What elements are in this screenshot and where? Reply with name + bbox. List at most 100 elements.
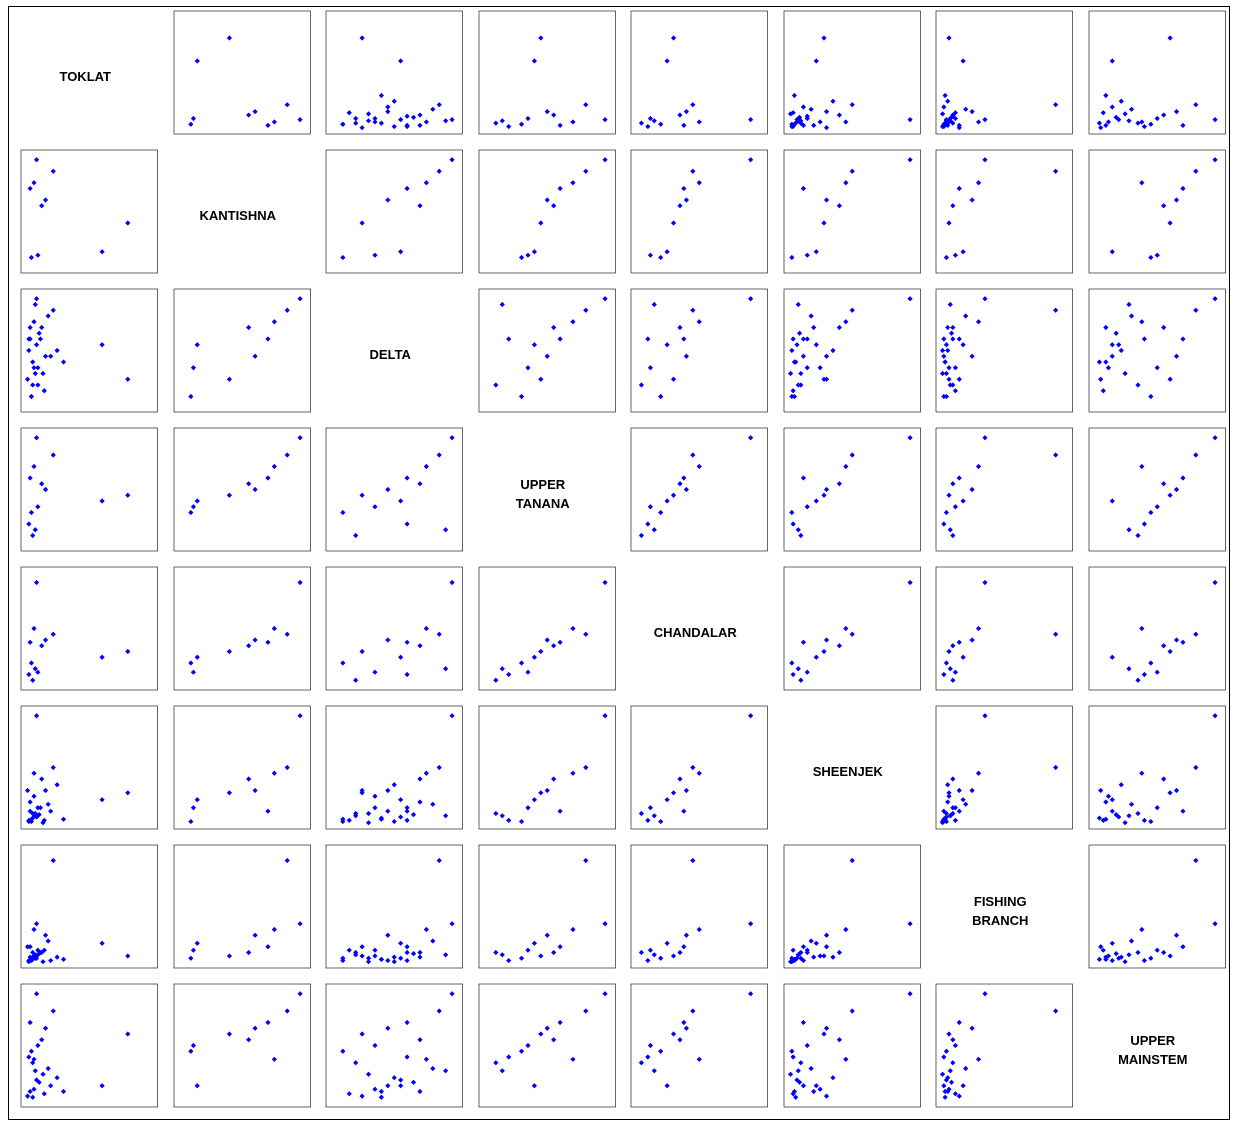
- point: [960, 1083, 966, 1089]
- point: [947, 1068, 953, 1074]
- point: [365, 118, 372, 124]
- point: [27, 475, 33, 481]
- point: [378, 1088, 384, 1095]
- plot-frame: [630, 983, 768, 1108]
- point: [582, 764, 588, 771]
- point: [638, 949, 645, 956]
- point: [194, 342, 200, 348]
- point: [810, 122, 816, 128]
- point: [245, 1037, 251, 1043]
- point: [33, 435, 40, 441]
- point: [443, 813, 449, 819]
- point: [941, 671, 947, 678]
- point: [30, 382, 36, 388]
- plot-frame: [173, 288, 311, 413]
- point: [296, 435, 303, 441]
- plot-frame: [1088, 149, 1226, 274]
- scatter-panel: [478, 288, 616, 413]
- point: [787, 1071, 793, 1077]
- diagonal-cell: TOKLAT: [9, 7, 162, 146]
- point: [372, 504, 378, 510]
- point: [836, 203, 842, 209]
- point: [410, 114, 417, 120]
- point: [410, 951, 417, 957]
- point: [346, 947, 352, 953]
- point: [39, 949, 45, 956]
- point: [1211, 579, 1218, 586]
- point: [1134, 532, 1141, 539]
- diagonal-cell: DELTA: [314, 285, 467, 424]
- point: [550, 1037, 556, 1043]
- point: [813, 342, 819, 348]
- diagonal-cell: KANTISHNA: [162, 146, 315, 285]
- point: [800, 1019, 806, 1026]
- scatter-panel: [325, 149, 463, 274]
- point: [404, 671, 410, 678]
- point: [748, 991, 754, 997]
- point: [245, 949, 251, 956]
- point: [42, 932, 49, 938]
- point: [385, 957, 391, 964]
- point: [956, 1093, 962, 1099]
- point: [31, 1056, 37, 1062]
- point: [346, 110, 352, 116]
- point: [1109, 957, 1115, 964]
- point: [353, 115, 359, 122]
- point: [42, 486, 49, 493]
- point: [1179, 639, 1186, 645]
- point: [670, 35, 677, 41]
- point: [664, 797, 670, 803]
- point: [125, 220, 131, 226]
- point: [952, 504, 959, 510]
- point: [817, 953, 823, 959]
- plot-frame: [783, 427, 921, 552]
- point: [1053, 1008, 1059, 1014]
- point: [423, 770, 429, 776]
- point: [436, 102, 442, 108]
- point: [544, 109, 550, 115]
- point: [645, 521, 651, 527]
- point: [99, 797, 105, 803]
- point: [946, 648, 952, 655]
- point: [27, 808, 33, 814]
- point: [681, 808, 687, 814]
- point: [33, 713, 40, 719]
- point: [505, 817, 511, 823]
- point: [1173, 932, 1179, 938]
- point: [946, 1086, 952, 1092]
- point: [398, 249, 404, 255]
- scatter-panel: [783, 844, 921, 969]
- scatter-panel: [173, 427, 311, 552]
- point: [651, 1068, 657, 1074]
- point: [1134, 949, 1141, 956]
- point: [906, 296, 913, 302]
- point: [748, 713, 754, 719]
- point: [264, 122, 271, 128]
- point: [187, 393, 193, 400]
- point: [804, 252, 810, 258]
- point: [284, 452, 290, 458]
- point: [264, 475, 271, 481]
- point: [683, 197, 689, 203]
- point: [40, 1071, 46, 1077]
- scatter-panel: [325, 983, 463, 1108]
- point: [906, 157, 913, 163]
- point: [187, 509, 193, 516]
- point: [492, 810, 498, 817]
- point: [813, 498, 819, 504]
- point: [505, 671, 511, 678]
- point: [696, 119, 702, 125]
- point: [788, 254, 794, 261]
- point: [960, 654, 966, 660]
- point: [842, 463, 848, 470]
- point: [1160, 203, 1166, 209]
- point: [800, 944, 806, 950]
- point: [31, 793, 37, 799]
- point: [531, 249, 537, 255]
- point: [683, 932, 689, 938]
- point: [601, 921, 608, 927]
- point: [45, 313, 51, 319]
- point: [1128, 313, 1134, 319]
- point: [1100, 110, 1106, 116]
- point: [950, 532, 956, 539]
